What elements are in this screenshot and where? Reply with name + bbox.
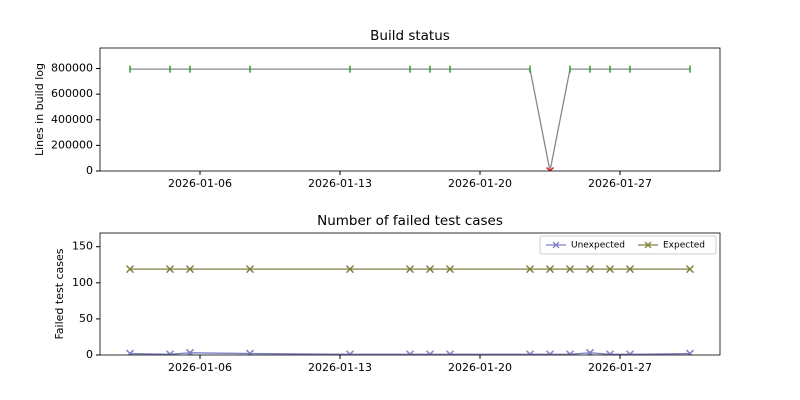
legend-label: Unexpected — [571, 241, 625, 251]
y-axis-label: Lines in build log — [33, 63, 46, 156]
chart-title: Build status — [370, 28, 450, 44]
x-tick-label: 2026-01-27 — [588, 361, 652, 374]
data-point — [545, 265, 555, 274]
x-tick-label: 2026-01-06 — [168, 177, 232, 190]
y-tick-label: 0 — [86, 348, 93, 361]
legend-marker — [644, 241, 652, 249]
y-tick-label: 0 — [86, 164, 93, 177]
data-point — [605, 350, 615, 355]
data-point — [425, 265, 435, 274]
legend-label: Expected — [663, 241, 705, 251]
axes-frame — [99, 47, 721, 172]
data-point — [685, 349, 695, 355]
data-point — [185, 265, 195, 274]
data-point — [585, 348, 595, 355]
data-point — [625, 350, 635, 355]
legend-box — [539, 235, 717, 255]
data-point — [245, 265, 255, 274]
data-point — [165, 350, 175, 355]
y-tick-label: 400000 — [51, 113, 93, 126]
data-point — [345, 350, 355, 355]
data-point — [685, 265, 695, 274]
data-point — [405, 265, 415, 274]
data-point — [345, 265, 355, 274]
data-point — [585, 265, 595, 274]
y-tick-label: 50 — [79, 312, 93, 325]
y-axis-label: Failed test cases — [53, 248, 66, 339]
x-tick-label: 2026-01-13 — [308, 177, 372, 190]
y-tick-label: 100 — [72, 276, 93, 289]
data-point — [525, 350, 535, 355]
data-point — [425, 350, 435, 355]
data-point — [445, 265, 455, 274]
y-tick-label: 600000 — [51, 87, 93, 100]
y-tick-label: 150 — [72, 240, 93, 253]
data-point — [245, 349, 255, 355]
data-point — [165, 265, 175, 274]
x-tick-label: 2026-01-20 — [448, 361, 512, 374]
series-line — [130, 68, 690, 171]
data-point — [125, 349, 135, 355]
x-tick-label: 2026-01-13 — [308, 361, 372, 374]
data-point — [605, 265, 615, 274]
axes-frame — [99, 232, 721, 356]
data-point — [545, 350, 555, 355]
data-point — [565, 265, 575, 274]
data-point — [445, 350, 455, 355]
x-tick-label: 2026-01-27 — [588, 177, 652, 190]
x-tick-label: 2026-01-06 — [168, 361, 232, 374]
data-point — [565, 350, 575, 355]
data-point — [185, 348, 195, 355]
data-point — [405, 350, 415, 355]
data-point — [125, 265, 135, 274]
data-point — [545, 166, 555, 171]
y-tick-label: 800000 — [51, 62, 93, 75]
data-point — [525, 265, 535, 274]
x-tick-label: 2026-01-20 — [448, 177, 512, 190]
data-point — [625, 265, 635, 274]
chart-title: Number of failed test cases — [317, 213, 503, 229]
y-tick-label: 200000 — [51, 138, 93, 151]
legend-marker — [552, 241, 560, 249]
